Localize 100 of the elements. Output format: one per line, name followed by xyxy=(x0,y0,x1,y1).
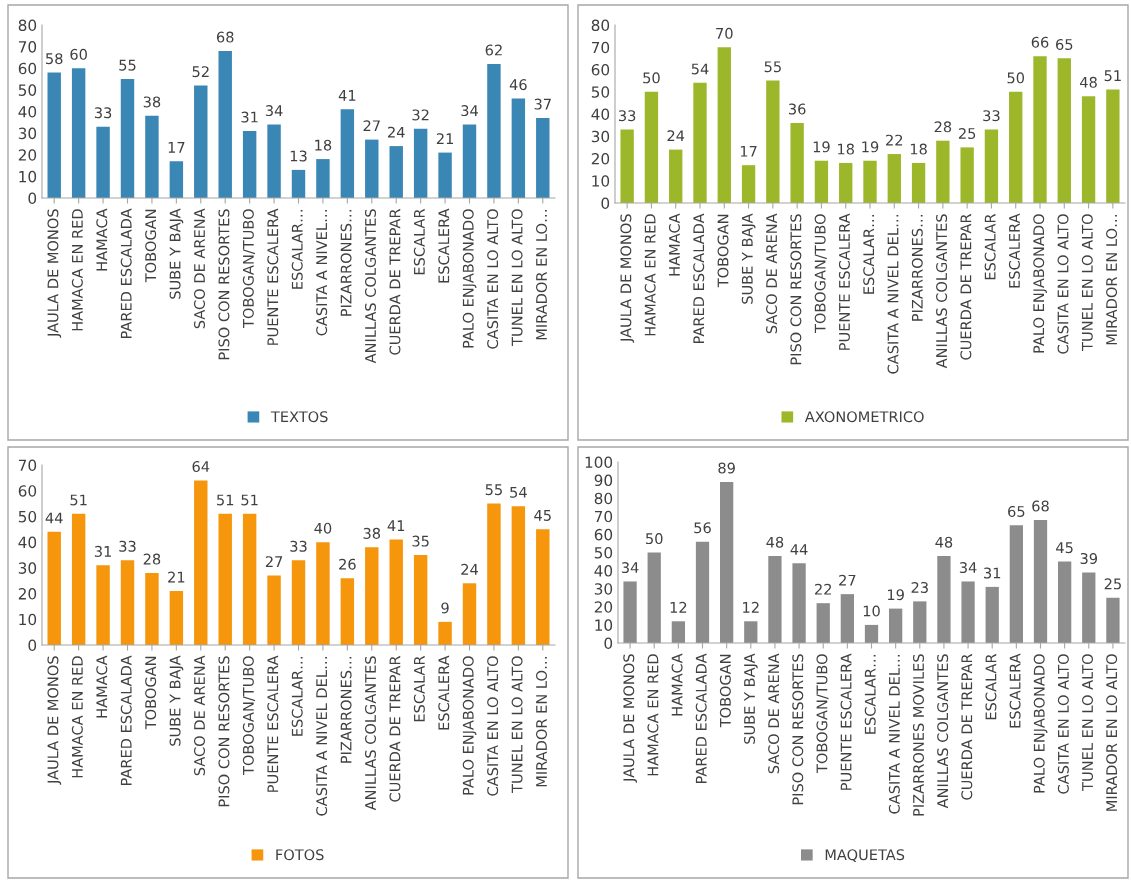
bar xyxy=(644,91,659,203)
bar xyxy=(71,68,86,198)
y-tick-label: 80 xyxy=(591,19,610,32)
y-tick-label: 70 xyxy=(591,41,610,54)
y-tick-label: 0 xyxy=(28,639,37,652)
bar xyxy=(1058,561,1072,643)
data-label: 55 xyxy=(764,61,781,73)
legend-label: AXONOMETRICO xyxy=(804,411,924,423)
bar xyxy=(194,480,208,645)
y-tick-label: 0 xyxy=(601,197,610,210)
x-tick-label: PIZARRONES… xyxy=(340,210,352,316)
bar xyxy=(790,122,804,203)
bar xyxy=(145,573,159,645)
bar xyxy=(623,581,637,643)
x-tick-label: MIRADOR EN LO… xyxy=(535,657,548,787)
x-tick-label: ESCALERA xyxy=(438,208,450,283)
x-tick-label: PALO ENJABONADO xyxy=(462,209,477,348)
x-tick-label: CUERDA DE TREPAR xyxy=(961,653,973,800)
data-label: 34 xyxy=(461,105,478,117)
y-tick-label: 60 xyxy=(18,62,37,75)
x-tick-label: CASITA EN LO ALTO xyxy=(487,656,499,796)
x-tick-label: PISO CON RESORTES xyxy=(790,214,802,365)
y-tick-label: 30 xyxy=(594,583,613,595)
bar xyxy=(291,560,306,645)
bar xyxy=(1009,525,1023,643)
x-tick-label: ESCALAR… xyxy=(291,210,303,289)
bar xyxy=(863,160,877,203)
bar xyxy=(720,481,734,643)
bar xyxy=(814,160,829,203)
x-tick-label: PISO CON RESORTES xyxy=(218,656,230,807)
data-label: 44 xyxy=(45,512,63,524)
data-label: 65 xyxy=(1056,38,1073,50)
bar xyxy=(693,82,707,203)
data-label: 44 xyxy=(790,544,808,555)
bar xyxy=(47,72,61,198)
y-tick-label: 10 xyxy=(19,613,37,626)
data-label: 36 xyxy=(788,103,806,115)
data-label: 24 xyxy=(667,130,685,142)
x-tick-label: PALO ENJABONADO xyxy=(1033,214,1047,353)
x-tick-label: ESCALAR xyxy=(413,208,425,275)
data-label: 60 xyxy=(70,48,87,60)
x-tick-label: HAMACA EN RED xyxy=(644,214,656,336)
x-tick-label: SUBE Y BAJA xyxy=(743,653,758,744)
bar xyxy=(669,149,683,203)
y-tick-label: 20 xyxy=(18,149,37,161)
data-label: 66 xyxy=(1031,36,1049,48)
x-tick-label: HAMACA xyxy=(668,213,680,276)
data-label: 51 xyxy=(241,494,258,506)
x-tick-label: ANILLAS COLGANTES xyxy=(937,654,949,809)
data-label: 50 xyxy=(643,72,660,84)
data-label: 50 xyxy=(646,533,663,545)
bar xyxy=(242,130,257,198)
data-label: 9 xyxy=(441,602,449,614)
y-tick-label: 0 xyxy=(604,637,613,650)
data-label: 54 xyxy=(691,63,709,75)
x-tick-label: ANILLAS COLGANTES xyxy=(364,656,377,811)
bar xyxy=(242,513,257,645)
x-tick-label: SACO DE ARENA xyxy=(193,208,206,329)
bar xyxy=(620,129,634,203)
data-label: 37 xyxy=(534,98,551,110)
x-tick-label: SACO DE ARENA xyxy=(768,653,780,774)
data-label: 58 xyxy=(46,53,63,65)
y-tick-label: 50 xyxy=(594,546,613,559)
bar xyxy=(1033,519,1048,643)
data-label: 21 xyxy=(168,571,185,583)
x-tick-label: PARED ESCALADA xyxy=(695,653,707,784)
y-tick-label: 60 xyxy=(594,528,613,541)
x-tick-label: TOBOGAN/TUBO xyxy=(816,654,829,773)
y-tick-label: 20 xyxy=(591,152,610,165)
bar xyxy=(889,608,903,643)
data-label: 48 xyxy=(935,536,953,548)
data-label: 54 xyxy=(510,486,527,498)
bar xyxy=(413,555,428,645)
bar xyxy=(839,162,853,203)
data-label: 35 xyxy=(412,535,429,547)
x-tick-label: TOBOGAN xyxy=(719,654,731,728)
x-tick-label: CASITA A NIVEL DEL… xyxy=(316,657,328,816)
bar xyxy=(316,159,330,198)
bar xyxy=(766,80,780,203)
data-label: 33 xyxy=(119,540,136,552)
x-tick-label: SUBE Y BAJA xyxy=(169,655,184,746)
x-tick-label: PUENTE ESCALERA xyxy=(267,208,279,345)
data-label: 23 xyxy=(911,581,928,593)
bar xyxy=(887,154,901,203)
bar xyxy=(267,575,281,645)
bar xyxy=(340,109,355,198)
x-tick-label: PISO CON RESORTES xyxy=(792,654,804,805)
y-tick-label: 50 xyxy=(18,84,37,96)
data-label: 18 xyxy=(910,143,927,155)
data-label: 34 xyxy=(621,562,639,574)
data-label: 19 xyxy=(862,141,879,153)
bar xyxy=(169,161,184,198)
bar xyxy=(936,140,950,203)
bar xyxy=(267,124,281,198)
x-tick-label: PIZARRONES MOVILES xyxy=(912,654,925,816)
x-tick-label: TUNEL EN LO ALTO xyxy=(1081,214,1093,351)
data-label: 41 xyxy=(338,90,356,101)
data-label: 34 xyxy=(959,562,977,574)
data-label: 28 xyxy=(143,553,161,565)
bar xyxy=(717,47,731,203)
